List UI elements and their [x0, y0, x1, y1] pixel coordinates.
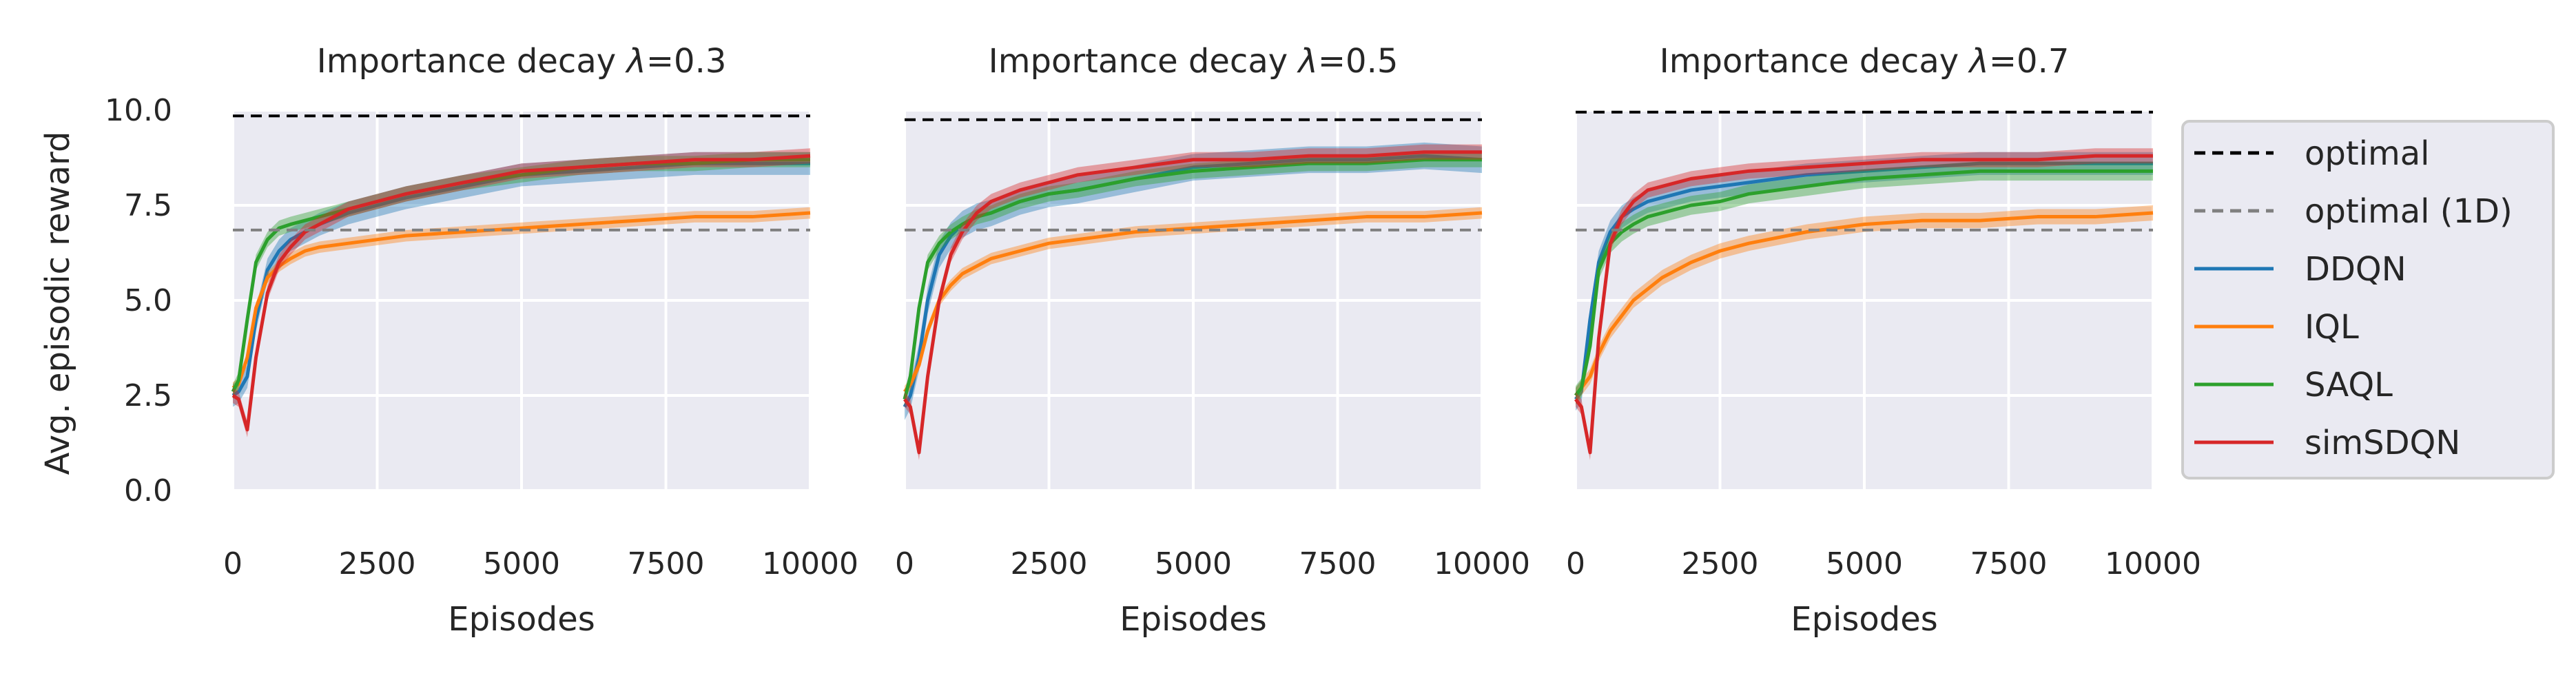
panel-title: Importance decay λ=0.7 — [1660, 42, 2070, 81]
panel-title: Importance decay λ=0.3 — [317, 42, 727, 81]
x-tick-label: 5000 — [1155, 546, 1232, 581]
x-tick-label: 2500 — [339, 546, 416, 581]
y-tick-label: 5.0 — [124, 283, 172, 318]
y-tick-label: 10.0 — [105, 93, 172, 128]
x-axis-label: Episodes — [448, 600, 595, 639]
x-axis-label: Episodes — [1120, 600, 1267, 639]
panel-title-symbol: λ — [1967, 42, 1988, 81]
panel-title: Importance decay λ=0.5 — [989, 42, 1399, 81]
panel-title-prefix: Importance decay — [1660, 42, 1970, 81]
x-tick-label: 10000 — [762, 546, 858, 581]
series-line-saql — [903, 158, 1482, 400]
x-tick-label: 2500 — [1011, 546, 1088, 581]
x-axis-label: Episodes — [1791, 600, 1938, 639]
x-tick-label: 10000 — [1434, 546, 1530, 581]
chart-panel-1: 0 2500 5000 7500 10000 0.0 2.5 5.0 7.5 10.0 Import… — [105, 42, 858, 639]
series-line-simsdqn — [231, 154, 811, 432]
x-tick-label: 10000 — [2105, 546, 2201, 581]
y-axis-label: Avg. episodic reward — [39, 132, 77, 475]
x-tick-label: 7500 — [628, 546, 705, 581]
series-line-saql — [1574, 169, 2153, 397]
legend-item-IQL: IQL — [2194, 308, 2359, 347]
x-tick-label: 0 — [223, 546, 243, 581]
panel-title-symbol: λ — [1296, 42, 1317, 81]
legend-frame — [2181, 120, 2555, 480]
series-line-iql — [903, 211, 1483, 393]
y-tick-label: 2.5 — [124, 378, 172, 413]
x-tick-label: 7500 — [1299, 546, 1377, 581]
chart-panel-3: 0 2500 5000 7500 10000 Importance decay λ=0.7… — [1566, 42, 2201, 639]
series-band-ddqn — [233, 152, 810, 407]
legend-label: DDQN — [2305, 250, 2407, 289]
panel-title-suffix: =0.3 — [646, 42, 727, 81]
legend-item-simSDQN: simSDQN — [2194, 424, 2460, 462]
panel-title-suffix: =0.7 — [1989, 42, 2070, 81]
x-tick-label: 5000 — [1826, 546, 1903, 581]
x-tick-label: 0 — [1566, 546, 1585, 581]
legend-label: optimal — [2305, 134, 2430, 173]
panel-title-symbol: λ — [624, 42, 646, 81]
series-line-ddqn — [1574, 161, 2153, 401]
legend-label: optimal (1D) — [2305, 192, 2513, 231]
series-line-simsdqn — [1574, 154, 2153, 455]
x-tick-label: 7500 — [1970, 546, 2048, 581]
x-tick-label: 0 — [895, 546, 914, 581]
panel-title-prefix: Importance decay — [989, 42, 1299, 81]
legend-label: SAQL — [2305, 366, 2393, 404]
x-tick-label: 5000 — [483, 546, 560, 581]
legend-item-DDQN: DDQN — [2194, 250, 2407, 289]
x-tick-label: 2500 — [1682, 546, 1759, 581]
series-line-iql — [231, 211, 811, 390]
y-tick-label: 7.5 — [124, 188, 172, 223]
series-band-iql — [1576, 205, 2153, 404]
y-tick-label: 0.0 — [124, 473, 172, 508]
series-line-ddqn — [231, 161, 810, 398]
panel-title-suffix: =0.5 — [1318, 42, 1399, 81]
series-line-simsdqn — [903, 150, 1482, 455]
legend-item-optimal: optimal — [2194, 134, 2430, 173]
chart-panel-2: 0 2500 5000 7500 10000 Importance decay λ=0.5… — [895, 42, 1530, 639]
panel-title-prefix: Importance decay — [317, 42, 627, 81]
legend-label: IQL — [2305, 308, 2359, 347]
legend-item-SAQL: SAQL — [2194, 366, 2393, 404]
legend-item-optimal-1d: optimal (1D) — [2194, 192, 2513, 231]
legend: optimal optimal (1D) DDQN IQL SAQL simSDQN — [2181, 120, 2555, 480]
legend-label: simSDQN — [2305, 424, 2460, 462]
